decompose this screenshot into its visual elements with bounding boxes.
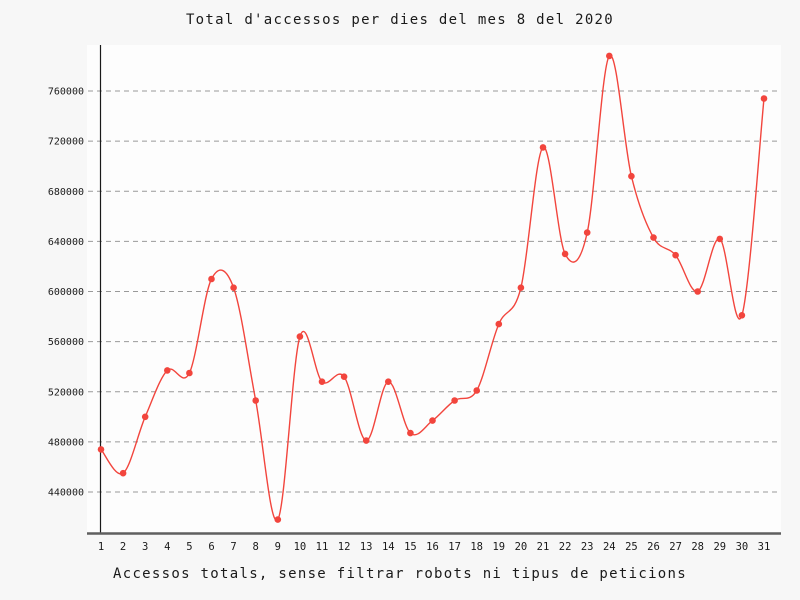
x-tick-label: 4 bbox=[164, 541, 170, 553]
data-point-day-26 bbox=[650, 234, 657, 241]
y-tick-label: 680000 bbox=[48, 187, 84, 198]
x-tick-label: 27 bbox=[669, 541, 682, 553]
data-point-day-1 bbox=[97, 446, 105, 453]
data-point-day-17 bbox=[451, 397, 458, 404]
y-tick-label: 520000 bbox=[48, 387, 84, 398]
y-tick-label: 720000 bbox=[48, 137, 84, 148]
x-tick-label: 29 bbox=[713, 541, 726, 553]
data-point-day-6 bbox=[208, 275, 215, 283]
data-point-day-2 bbox=[119, 469, 127, 477]
x-tick-label: 6 bbox=[208, 541, 214, 553]
data-point-day-24 bbox=[606, 52, 613, 60]
data-point-day-28 bbox=[694, 288, 701, 295]
data-point-day-27 bbox=[672, 251, 679, 259]
data-point-day-11 bbox=[318, 378, 326, 386]
data-point-day-30 bbox=[738, 312, 746, 319]
x-tick-label: 7 bbox=[230, 541, 236, 553]
y-tick-label: 760000 bbox=[48, 87, 84, 98]
data-point-day-14 bbox=[385, 378, 392, 386]
x-tick-label: 5 bbox=[186, 541, 192, 553]
x-tick-label: 12 bbox=[338, 541, 351, 553]
data-point-day-12 bbox=[340, 373, 348, 381]
x-tick-label: 21 bbox=[537, 541, 550, 553]
x-tick-label: 26 bbox=[647, 541, 660, 553]
x-tick-label: 18 bbox=[470, 541, 483, 553]
y-tick-label: 480000 bbox=[48, 437, 84, 448]
chart-title: Total d'accessos per dies del mes 8 del … bbox=[185, 12, 615, 28]
x-tick-label: 20 bbox=[515, 541, 528, 553]
data-point-day-10 bbox=[296, 333, 304, 340]
x-tick-label: 31 bbox=[758, 541, 771, 553]
chart-subtitle: Accessos totals, sense filtrar robots ni… bbox=[113, 566, 687, 582]
data-point-day-3 bbox=[141, 413, 149, 421]
x-tick-label: 17 bbox=[448, 541, 461, 553]
x-tick-label: 2 bbox=[120, 541, 126, 553]
x-tick-label: 13 bbox=[360, 541, 373, 553]
y-tick-label: 560000 bbox=[48, 337, 84, 348]
data-point-day-5 bbox=[186, 369, 193, 377]
data-point-day-18 bbox=[473, 387, 481, 394]
data-point-day-13 bbox=[362, 437, 370, 444]
x-tick-label: 30 bbox=[736, 541, 749, 553]
data-point-day-16 bbox=[429, 417, 436, 424]
x-tick-label: 19 bbox=[492, 541, 505, 553]
data-point-day-25 bbox=[628, 172, 635, 180]
x-tick-label: 1 bbox=[98, 541, 104, 553]
y-tick-label: 600000 bbox=[48, 287, 84, 298]
data-point-day-19 bbox=[495, 320, 503, 328]
x-tick-label: 11 bbox=[316, 541, 329, 553]
data-point-day-23 bbox=[583, 229, 591, 236]
y-tick-label: 640000 bbox=[48, 237, 84, 248]
x-tick-label: 14 bbox=[382, 541, 395, 553]
data-point-day-31 bbox=[760, 95, 768, 102]
data-point-day-20 bbox=[517, 284, 525, 292]
y-tick-label: 440000 bbox=[48, 488, 84, 499]
data-point-day-8 bbox=[252, 397, 259, 404]
data-point-day-21 bbox=[539, 144, 547, 151]
data-point-day-15 bbox=[407, 429, 414, 437]
data-point-day-9 bbox=[274, 516, 282, 523]
x-tick-label: 3 bbox=[142, 541, 148, 553]
x-tick-label: 10 bbox=[294, 541, 307, 553]
x-tick-label: 15 bbox=[404, 541, 417, 553]
x-tick-label: 22 bbox=[559, 541, 572, 553]
plot-area bbox=[87, 45, 781, 533]
line-path bbox=[100, 55, 765, 521]
x-tick-label: 16 bbox=[426, 541, 439, 553]
x-tick-label: 25 bbox=[625, 541, 638, 553]
data-point-day-7 bbox=[230, 284, 237, 292]
data-point-day-29 bbox=[716, 235, 724, 243]
data-point-day-4 bbox=[164, 367, 171, 374]
x-tick-label: 24 bbox=[603, 541, 616, 553]
x-tick-label: 9 bbox=[275, 541, 281, 553]
x-tick-label: 23 bbox=[581, 541, 594, 553]
x-tick-label: 8 bbox=[253, 541, 259, 553]
data-point-day-22 bbox=[561, 250, 569, 258]
x-tick-label: 28 bbox=[691, 541, 704, 553]
